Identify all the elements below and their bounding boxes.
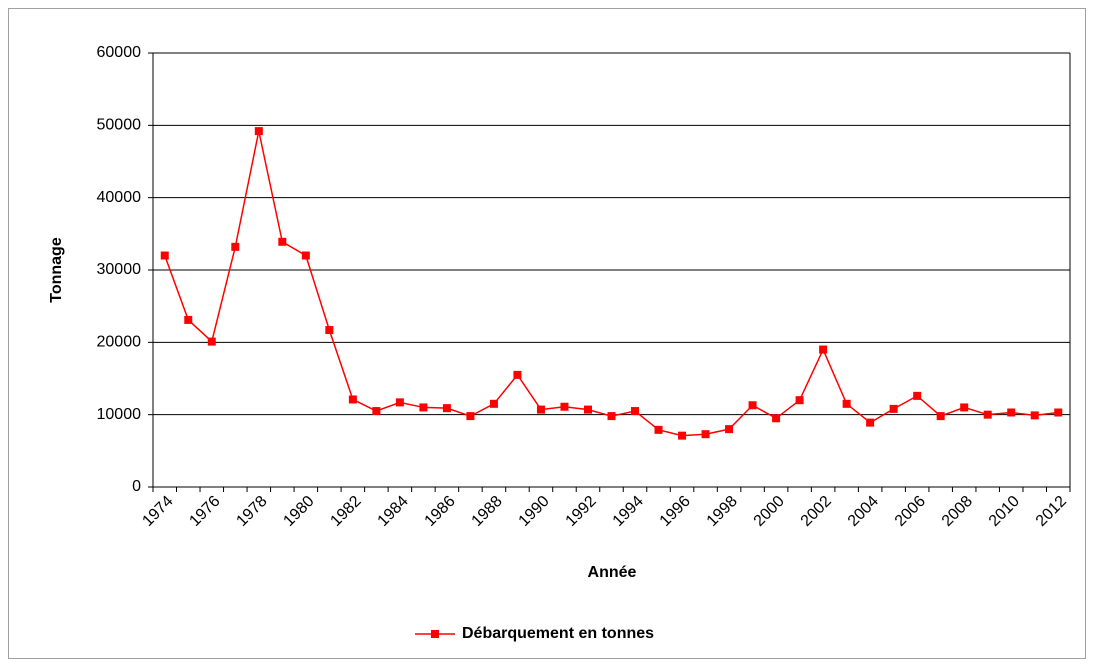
data-point bbox=[513, 370, 522, 379]
y-tick-label: 10000 bbox=[97, 406, 142, 423]
data-point bbox=[1054, 408, 1063, 417]
data-point bbox=[1030, 411, 1039, 420]
data-point bbox=[866, 418, 875, 427]
data-point bbox=[395, 398, 404, 407]
chart-frame bbox=[8, 8, 1086, 659]
data-point bbox=[301, 251, 310, 260]
data-point bbox=[325, 326, 334, 335]
y-tick-label: 40000 bbox=[97, 189, 142, 206]
data-point bbox=[748, 401, 757, 410]
data-point bbox=[913, 391, 922, 400]
data-point bbox=[560, 402, 569, 411]
data-point bbox=[936, 412, 945, 421]
data-point bbox=[725, 425, 734, 434]
data-point bbox=[607, 412, 616, 421]
data-point bbox=[419, 403, 428, 412]
data-point bbox=[678, 431, 687, 440]
data-point bbox=[583, 405, 592, 414]
y-tick-label: 50000 bbox=[97, 117, 142, 134]
data-point bbox=[960, 403, 969, 412]
data-point bbox=[278, 237, 287, 246]
legend-label: Débarquement en tonnes bbox=[462, 625, 654, 642]
data-point bbox=[1007, 408, 1016, 417]
data-point bbox=[819, 345, 828, 354]
data-point bbox=[160, 251, 169, 260]
data-point bbox=[983, 410, 992, 419]
data-point bbox=[536, 405, 545, 414]
data-point bbox=[772, 414, 781, 423]
data-point bbox=[654, 425, 663, 434]
data-point bbox=[442, 404, 451, 413]
y-tick-label: 60000 bbox=[97, 44, 142, 61]
data-point bbox=[889, 404, 898, 413]
data-point bbox=[372, 407, 381, 416]
data-point bbox=[254, 127, 263, 136]
data-point bbox=[842, 399, 851, 408]
x-axis-label: Année bbox=[588, 564, 637, 581]
y-tick-label: 0 bbox=[132, 478, 141, 495]
data-point bbox=[795, 396, 804, 405]
legend-marker bbox=[431, 630, 439, 638]
data-point bbox=[207, 337, 216, 346]
data-point bbox=[466, 412, 475, 421]
data-point bbox=[184, 315, 193, 324]
y-tick-label: 20000 bbox=[97, 334, 142, 351]
data-point bbox=[489, 399, 498, 408]
data-point bbox=[231, 242, 240, 251]
data-point bbox=[631, 407, 640, 416]
data-point bbox=[348, 395, 357, 404]
y-axis-label: Tonnage bbox=[48, 237, 65, 303]
y-tick-label: 30000 bbox=[97, 261, 142, 278]
data-point bbox=[701, 430, 710, 439]
